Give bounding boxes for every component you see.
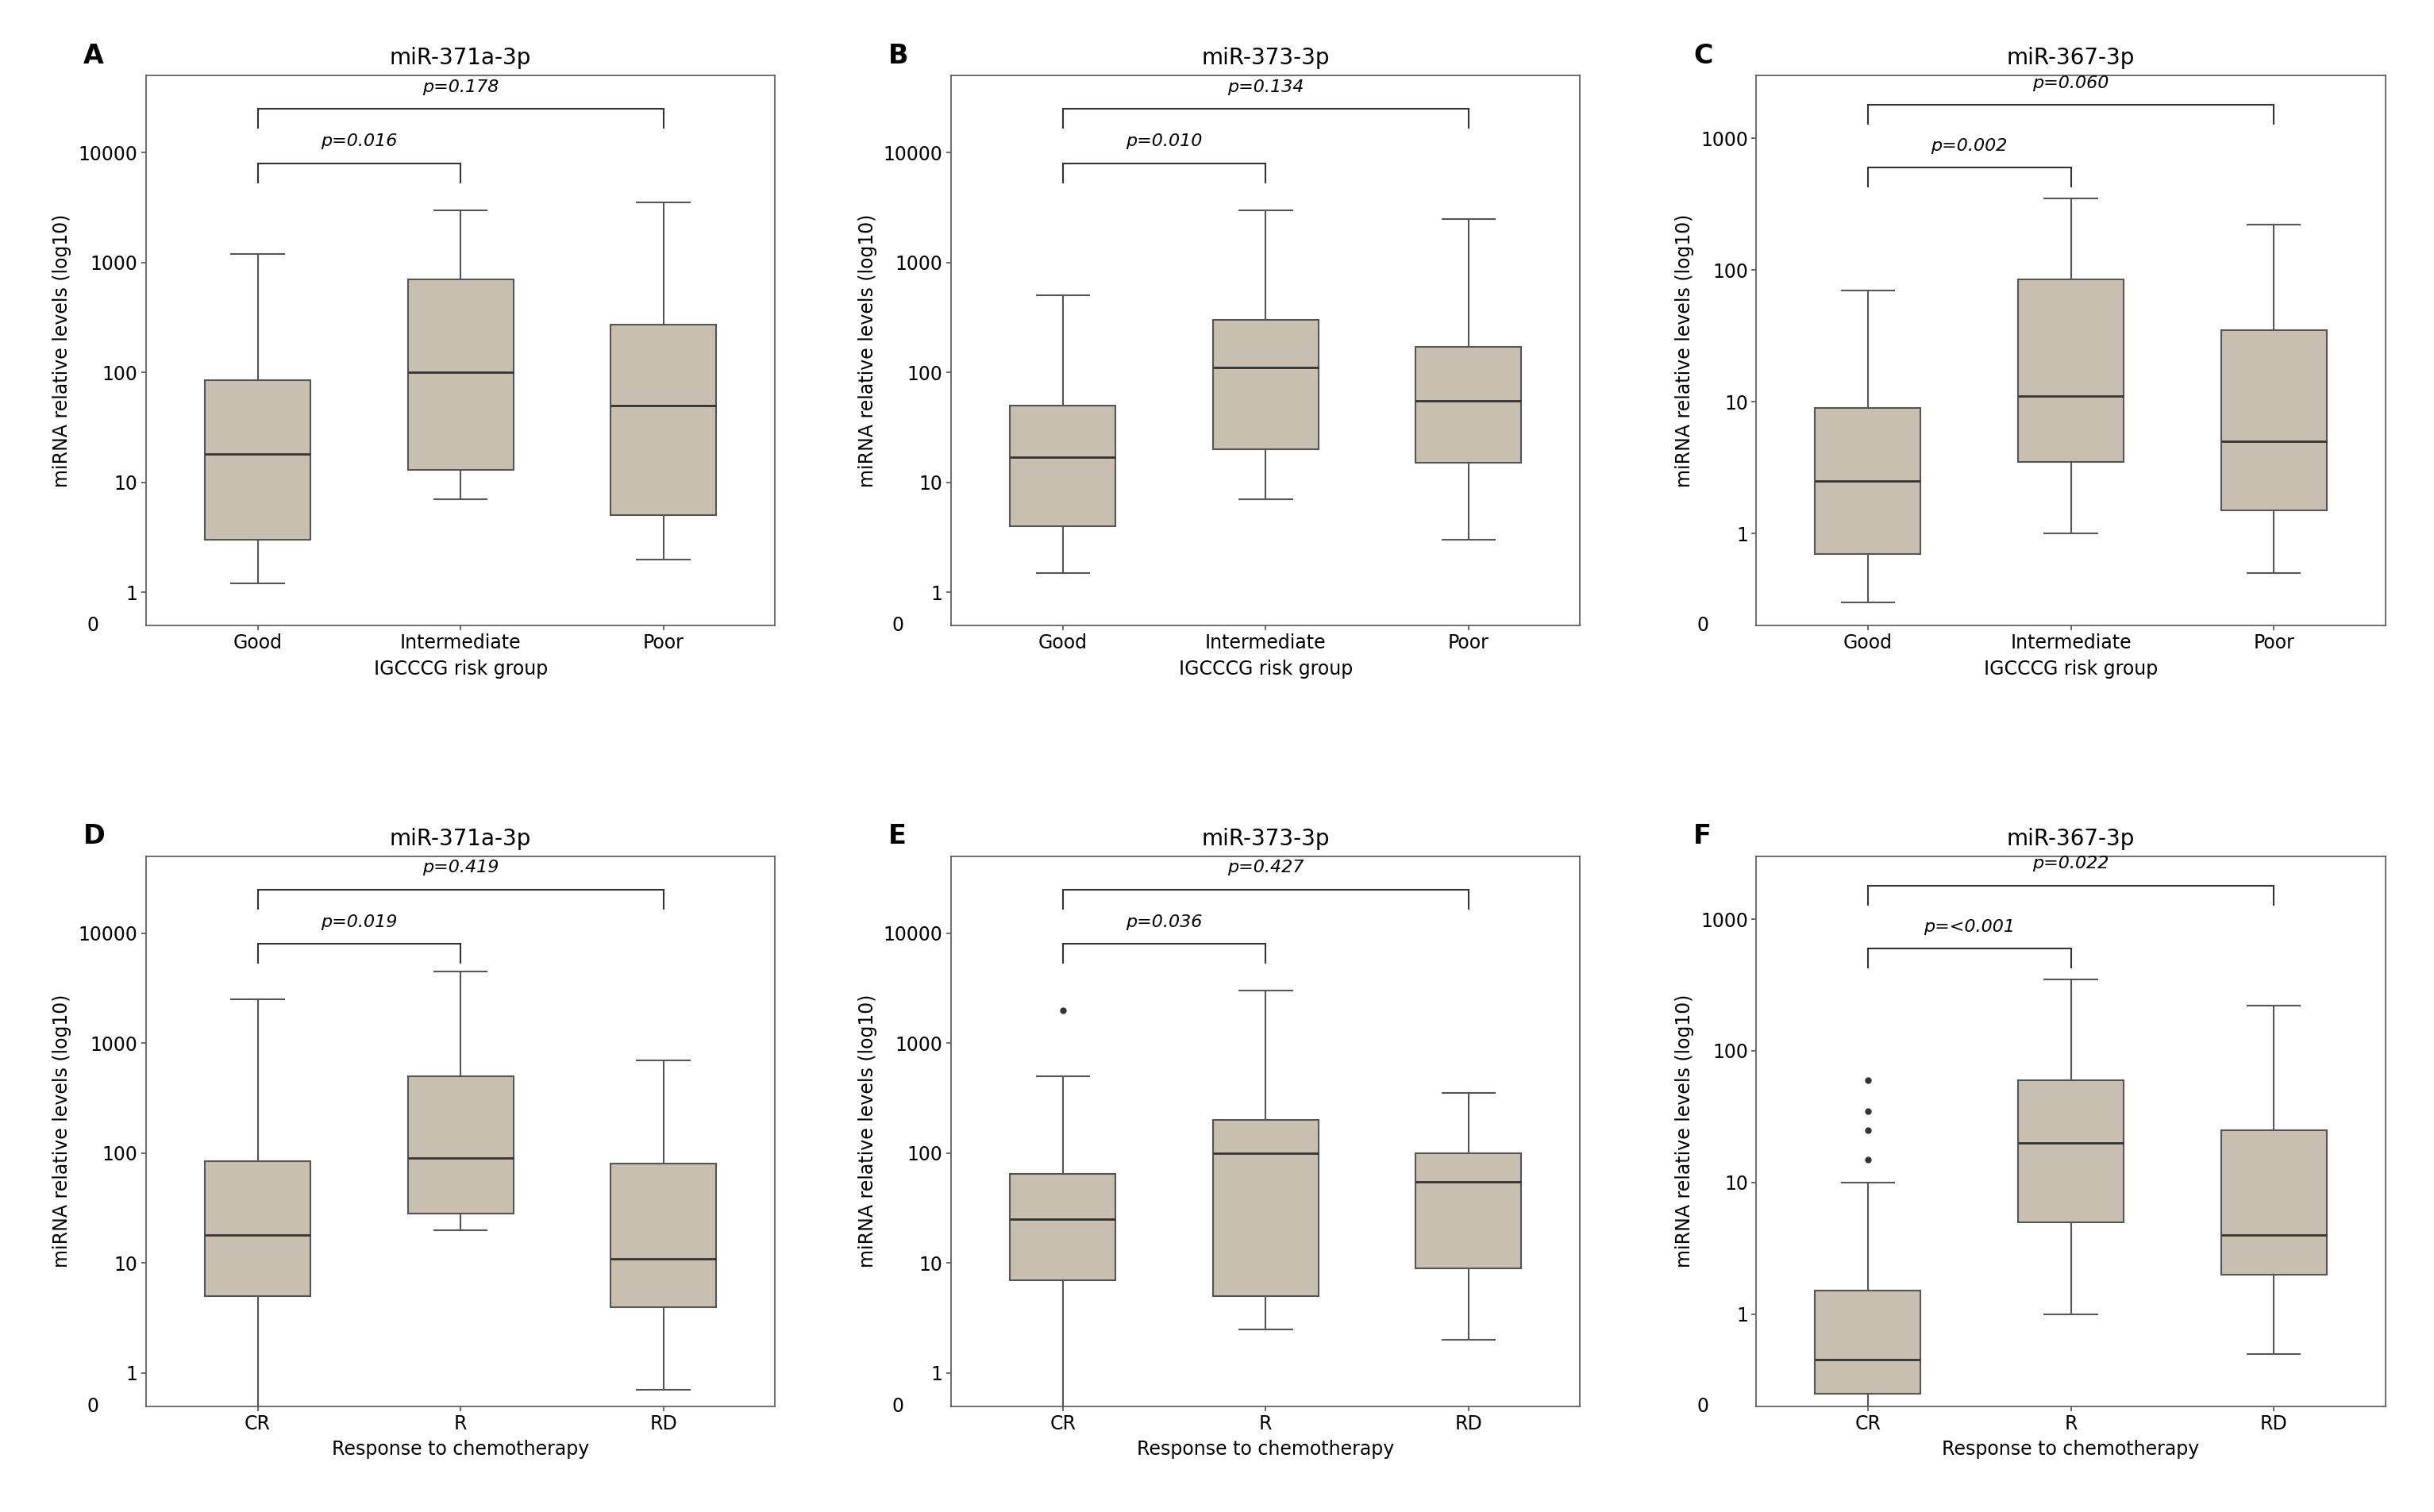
PathPatch shape [2220, 330, 2327, 510]
Text: 0: 0 [893, 1397, 903, 1415]
X-axis label: Response to chemotherapy: Response to chemotherapy [331, 1439, 589, 1459]
Text: p=0.036: p=0.036 [1127, 915, 1202, 930]
PathPatch shape [409, 280, 514, 470]
PathPatch shape [611, 1164, 716, 1306]
PathPatch shape [2018, 1080, 2122, 1222]
PathPatch shape [1010, 405, 1115, 526]
PathPatch shape [1816, 408, 1920, 553]
Text: p=0.178: p=0.178 [421, 79, 499, 95]
PathPatch shape [1816, 1291, 1920, 1394]
Text: 0: 0 [1696, 615, 1709, 635]
X-axis label: Response to chemotherapy: Response to chemotherapy [1942, 1439, 2200, 1459]
Title: miR-367-3p: miR-367-3p [2006, 47, 2135, 70]
Text: p=0.134: p=0.134 [1227, 79, 1305, 95]
Y-axis label: miRNA relative levels (log10): miRNA relative levels (log10) [1675, 213, 1694, 487]
Text: A: A [83, 42, 105, 70]
Y-axis label: miRNA relative levels (log10): miRNA relative levels (log10) [54, 213, 71, 487]
Title: miR-367-3p: miR-367-3p [2006, 829, 2135, 850]
PathPatch shape [1417, 348, 1521, 463]
Y-axis label: miRNA relative levels (log10): miRNA relative levels (log10) [1675, 995, 1694, 1269]
Text: p=0.419: p=0.419 [421, 860, 499, 875]
Title: miR-371a-3p: miR-371a-3p [389, 47, 531, 70]
Y-axis label: miRNA relative levels (log10): miRNA relative levels (log10) [54, 995, 71, 1269]
PathPatch shape [1417, 1154, 1521, 1269]
PathPatch shape [2018, 280, 2122, 461]
Title: miR-371a-3p: miR-371a-3p [389, 829, 531, 850]
PathPatch shape [409, 1077, 514, 1214]
Text: E: E [888, 824, 905, 850]
Text: p=0.427: p=0.427 [1227, 860, 1305, 875]
PathPatch shape [1212, 321, 1319, 449]
Y-axis label: miRNA relative levels (log10): miRNA relative levels (log10) [857, 995, 876, 1269]
X-axis label: IGCCCG risk group: IGCCCG risk group [372, 659, 548, 679]
X-axis label: Response to chemotherapy: Response to chemotherapy [1137, 1439, 1395, 1459]
Text: p=0.019: p=0.019 [321, 915, 397, 930]
Text: p=0.022: p=0.022 [2032, 856, 2110, 872]
X-axis label: IGCCCG risk group: IGCCCG risk group [1178, 659, 1353, 679]
Text: p=0.016: p=0.016 [321, 133, 397, 150]
Text: 0: 0 [893, 615, 903, 635]
Text: 0: 0 [88, 1397, 100, 1415]
Text: D: D [83, 824, 105, 850]
Text: F: F [1694, 824, 1711, 850]
Y-axis label: miRNA relative levels (log10): miRNA relative levels (log10) [857, 213, 876, 487]
X-axis label: IGCCCG risk group: IGCCCG risk group [1984, 659, 2159, 679]
Title: miR-373-3p: miR-373-3p [1202, 829, 1329, 850]
Text: p=<0.001: p=<0.001 [1923, 919, 2015, 934]
PathPatch shape [1212, 1120, 1319, 1296]
Text: C: C [1694, 42, 1714, 70]
PathPatch shape [204, 1161, 312, 1296]
Text: B: B [888, 42, 908, 70]
Title: miR-373-3p: miR-373-3p [1202, 47, 1329, 70]
PathPatch shape [2220, 1129, 2327, 1275]
Text: p=0.002: p=0.002 [1930, 138, 2008, 154]
Text: p=0.010: p=0.010 [1127, 133, 1202, 150]
PathPatch shape [611, 325, 716, 516]
PathPatch shape [1010, 1173, 1115, 1281]
Text: 0: 0 [88, 615, 100, 635]
Text: p=0.060: p=0.060 [2032, 76, 2110, 91]
Text: 0: 0 [1696, 1397, 1709, 1415]
PathPatch shape [204, 380, 312, 540]
